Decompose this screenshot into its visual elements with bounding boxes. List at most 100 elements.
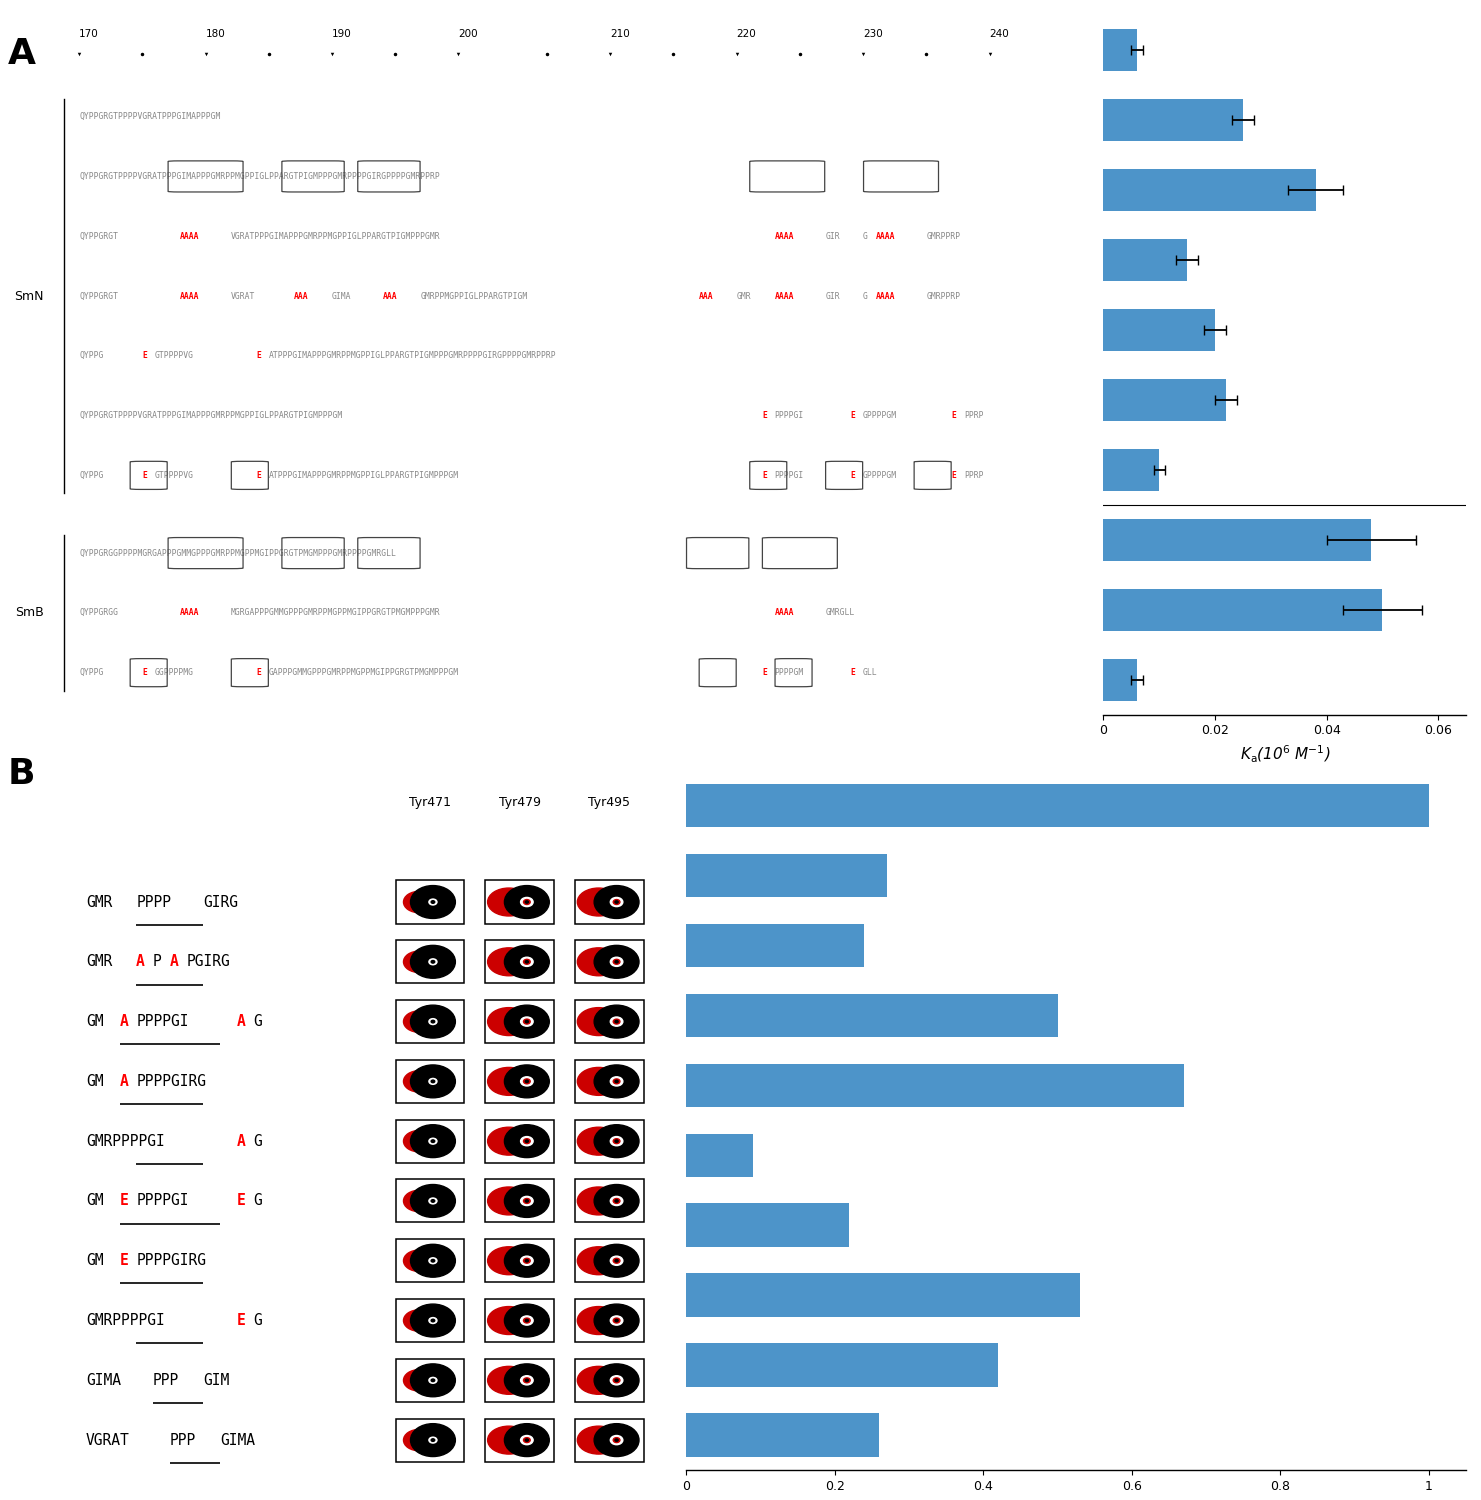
Text: GMRPPMGPPIGLPPARGTPIGM: GMRPPMGPPIGLPPARGTPIGM	[421, 291, 527, 300]
Bar	[1103, 448, 1160, 491]
Ellipse shape	[578, 1246, 621, 1275]
Ellipse shape	[523, 1378, 530, 1383]
Bar	[486, 1060, 554, 1102]
Ellipse shape	[505, 945, 549, 978]
Text: GIR: GIR	[825, 291, 840, 300]
Bar	[1103, 99, 1243, 141]
Text: G: G	[863, 231, 868, 240]
Text: E: E	[952, 471, 957, 480]
Text: GIM: GIM	[203, 1372, 230, 1388]
Text: Tyr495: Tyr495	[588, 796, 631, 810]
Ellipse shape	[505, 1364, 549, 1396]
Ellipse shape	[521, 897, 533, 906]
Text: GAPPPGMMGPPPGMRPPMGPPMGIPPGRGTPMGMPPPGM: GAPPPGMMGPPPGMRPPMGPPMGIPPGRGTPMGMPPPGM	[268, 668, 459, 676]
Bar	[486, 1119, 554, 1162]
Ellipse shape	[410, 1245, 455, 1276]
Ellipse shape	[487, 1008, 530, 1035]
Bar	[1103, 380, 1226, 420]
Ellipse shape	[429, 1317, 437, 1323]
Text: QYPPGRGTPPPPVGRATPPPGIMAPPPGM: QYPPGRGTPPPPVGRATPPPGIMAPPPGM	[78, 112, 221, 122]
Ellipse shape	[526, 1080, 529, 1083]
Bar	[686, 1134, 752, 1178]
Ellipse shape	[526, 1260, 529, 1262]
Ellipse shape	[594, 1304, 638, 1336]
Ellipse shape	[505, 1065, 549, 1098]
Text: AAA: AAA	[295, 291, 308, 300]
Ellipse shape	[578, 1126, 621, 1155]
Ellipse shape	[610, 897, 624, 906]
Ellipse shape	[431, 1438, 435, 1442]
Text: B: B	[7, 758, 36, 792]
Ellipse shape	[429, 1019, 437, 1025]
Text: PPRP: PPRP	[964, 411, 983, 420]
Text: GM: GM	[86, 1014, 104, 1029]
Text: G: G	[253, 1194, 262, 1209]
Ellipse shape	[523, 900, 530, 904]
Bar	[395, 940, 465, 984]
Ellipse shape	[403, 1131, 435, 1152]
Text: GGPPPPMG: GGPPPPMG	[156, 668, 194, 676]
Ellipse shape	[526, 1200, 529, 1202]
Text: ATPPPGIMAPPPGMRPPMGPPIGLPPARGTPIGMPPPGMRPPPPGIRGPPPPGMRPPRP: ATPPPGIMAPPPGMRPPMGPPIGLPPARGTPIGMPPPGMR…	[268, 351, 557, 360]
Bar	[1103, 238, 1188, 280]
Ellipse shape	[521, 1376, 533, 1384]
Text: PPPPGI: PPPPGI	[136, 1014, 188, 1029]
Ellipse shape	[431, 1260, 435, 1262]
Text: GIRG: GIRG	[203, 894, 238, 909]
Text: E: E	[850, 471, 856, 480]
Text: PPP: PPP	[170, 1432, 195, 1448]
Bar	[395, 1239, 465, 1282]
Ellipse shape	[615, 1200, 618, 1202]
Text: PPPPGM: PPPPGM	[775, 668, 804, 676]
Bar	[1103, 28, 1137, 70]
Text: 240: 240	[989, 28, 1009, 39]
Ellipse shape	[505, 1304, 549, 1336]
Ellipse shape	[613, 1318, 621, 1323]
Text: GM: GM	[86, 1252, 104, 1268]
Text: A: A	[237, 1014, 246, 1029]
Bar	[686, 853, 887, 897]
Bar	[575, 1119, 644, 1162]
Ellipse shape	[610, 1436, 624, 1444]
Text: PPPPGI: PPPPGI	[775, 471, 804, 480]
Text: E: E	[850, 411, 856, 420]
Ellipse shape	[403, 1310, 435, 1330]
Text: 170: 170	[78, 28, 99, 39]
Bar	[686, 993, 1057, 1036]
Text: AAAA: AAAA	[181, 231, 200, 240]
Bar	[486, 1239, 554, 1282]
Text: PGIRG: PGIRG	[187, 954, 230, 969]
Bar	[686, 924, 865, 968]
Bar	[575, 1299, 644, 1342]
Bar	[395, 1419, 465, 1461]
Ellipse shape	[521, 1316, 533, 1324]
Text: AAA: AAA	[699, 291, 714, 300]
Text: QYPPGRGT: QYPPGRGT	[78, 231, 118, 240]
Ellipse shape	[594, 1245, 638, 1276]
Bar	[395, 1179, 465, 1222]
Ellipse shape	[610, 1256, 624, 1266]
Text: VGRAT: VGRAT	[86, 1432, 130, 1448]
Ellipse shape	[594, 1125, 638, 1158]
Text: A: A	[170, 954, 179, 969]
Text: GPPPPGM: GPPPPGM	[863, 411, 897, 420]
Ellipse shape	[487, 1068, 530, 1095]
Text: QYPPG: QYPPG	[78, 668, 104, 676]
Bar	[686, 1203, 850, 1246]
Ellipse shape	[505, 1424, 549, 1456]
Text: GMRGLL: GMRGLL	[825, 609, 855, 618]
Ellipse shape	[610, 1137, 624, 1146]
Ellipse shape	[523, 1078, 530, 1084]
Ellipse shape	[429, 1437, 437, 1443]
Text: QYPPG: QYPPG	[78, 471, 104, 480]
Ellipse shape	[613, 1138, 621, 1143]
Text: 230: 230	[863, 28, 883, 39]
Bar	[395, 1299, 465, 1342]
Ellipse shape	[431, 900, 435, 903]
Text: VGRATPPPGIMAPPPGMRPPMGPPIGLPPARGTPIGMPPPGMR: VGRATPPPGIMAPPPGMRPPMGPPIGLPPARGTPIGMPPP…	[231, 231, 440, 240]
Ellipse shape	[403, 1191, 435, 1212]
Bar	[1103, 519, 1371, 561]
Bar	[1103, 309, 1214, 351]
Ellipse shape	[526, 1320, 529, 1322]
Ellipse shape	[526, 1020, 529, 1023]
